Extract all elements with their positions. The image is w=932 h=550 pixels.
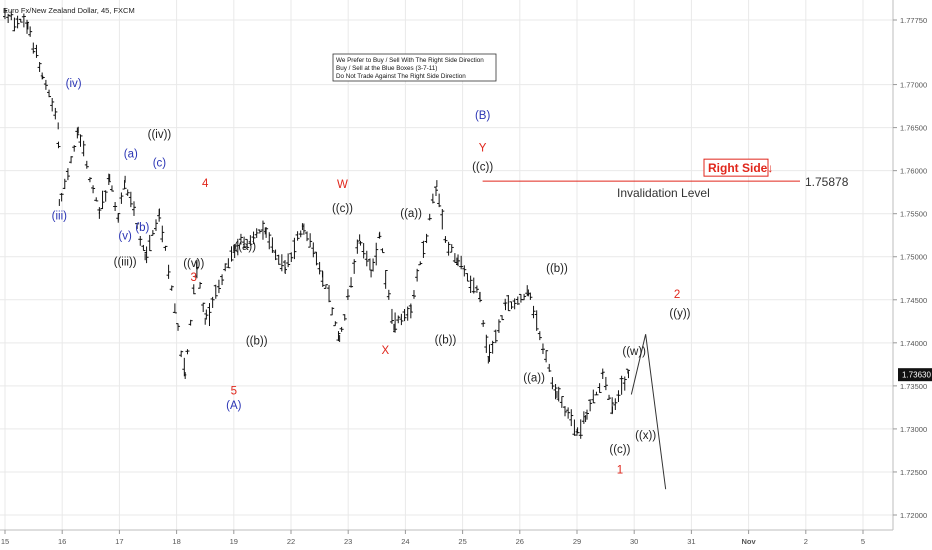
time-tick-label: 16	[58, 537, 66, 546]
wave-label: ((y))	[669, 308, 690, 320]
time-tick-label: 29	[573, 537, 581, 546]
time-tick-label: 26	[516, 537, 524, 546]
time-tick-label: 15	[1, 537, 9, 546]
time-tick-label: 23	[344, 537, 352, 546]
chart-title: Euro Fx/New Zealand Dollar, 45, FXCM	[3, 6, 135, 15]
note-line-2: Buy / Sell at the Blue Boxes (3-7-11)	[336, 65, 437, 72]
wave-label: (c)	[153, 157, 167, 169]
projection-path	[630, 334, 667, 490]
time-tick-label: 5	[861, 537, 865, 546]
time-tick-label: 2	[804, 537, 808, 546]
wave-label: ((iv))	[148, 129, 172, 141]
wave-label: ((c))	[472, 162, 493, 174]
price-bars	[3, 8, 630, 439]
wave-label: W	[337, 179, 348, 191]
wave-label: 2	[674, 289, 680, 301]
wave-label: ((a))	[234, 241, 256, 253]
chart-grid	[0, 0, 893, 530]
last-price-marker: 1.73630	[898, 368, 932, 382]
price-tick-label: 1.76000	[900, 167, 927, 176]
note-line-1: We Prefer to Buy / Sell With The Right S…	[336, 57, 484, 64]
wave-label: 1	[617, 465, 623, 477]
wave-label: 4	[202, 178, 209, 190]
note-box: We Prefer to Buy / Sell With The Right S…	[332, 53, 497, 82]
time-axis: 15 16 17 18 19 22 23 24 25 26 29 30 31 Nov 2 5	[0, 529, 893, 546]
price-tick-label: 1.76500	[900, 124, 927, 133]
wave-label: ((b))	[435, 335, 457, 347]
invalidation-value: 1.75878	[805, 175, 849, 189]
wave-label: ((iii))	[114, 256, 137, 268]
wave-label: (a)	[124, 149, 138, 161]
price-tick-label: 1.77000	[900, 81, 927, 90]
wave-label: 3	[191, 272, 197, 284]
wave-label: (B)	[475, 110, 491, 122]
wave-label: (iv)	[66, 78, 82, 90]
price-tick-label: 1.77750	[900, 16, 927, 25]
price-tick-label: 1.75500	[900, 210, 927, 219]
wave-label: ((c))	[332, 203, 353, 215]
time-tick-label: 18	[172, 537, 180, 546]
invalidation-label: Invalidation Level	[617, 186, 710, 200]
note-box-frame	[332, 53, 497, 82]
price-tick-label: 1.75000	[900, 253, 927, 262]
wave-label: X	[382, 345, 390, 357]
time-tick-label: 22	[287, 537, 295, 546]
wave-label: ((a))	[523, 373, 545, 385]
right-side-label: Right Side↓	[708, 161, 773, 175]
last-price-box	[898, 368, 932, 382]
wave-label: (A)	[226, 400, 242, 412]
time-tick-label: 25	[458, 537, 466, 546]
time-tick-label: 30	[630, 537, 638, 546]
price-tick-label: 1.72500	[900, 468, 927, 477]
price-tick-label: 1.73000	[900, 425, 927, 434]
time-tick-label: 24	[401, 537, 409, 546]
wave-label: ((c))	[609, 444, 630, 456]
wave-label: Y	[479, 143, 487, 155]
wave-label: ((b))	[546, 263, 568, 275]
price-tick-label: 1.72000	[900, 511, 927, 520]
time-tick-label: 31	[687, 537, 695, 546]
last-price-label: 1.73630	[902, 371, 931, 380]
price-axis: 1.77750 1.77000 1.76500 1.76000 1.75500 1.750…	[892, 0, 927, 530]
time-tick-label: 19	[230, 537, 238, 546]
wave-label: (iii)	[52, 211, 67, 223]
note-line-3: Do Not Trade Against The Right Side Dire…	[336, 73, 466, 80]
right-side-box	[703, 158, 769, 177]
price-tick-label: 1.74500	[900, 296, 927, 305]
price-tick-label: 1.73500	[900, 382, 927, 391]
wave-labels: (iv) (iii) (a) (c) ((iv)) (v)(b) ((iii)) ((v)) 3…	[52, 78, 691, 477]
wave-label: ((a))	[400, 208, 422, 220]
projection-line	[630, 334, 667, 490]
wave-label: ((w))	[622, 346, 646, 358]
price-tick-label: 1.74000	[900, 339, 927, 348]
invalidation-level: Right Side↓ Invalidation Level 1.75878	[482, 158, 849, 200]
wave-label: 5	[231, 385, 237, 397]
wave-label: ((x))	[635, 430, 656, 442]
wave-label: (v)	[118, 231, 132, 243]
wave-label: (b)	[135, 222, 149, 234]
time-tick-label: 17	[115, 537, 123, 546]
wave-label: ((v))	[183, 258, 204, 270]
time-tick-label: Nov	[742, 537, 757, 546]
wave-label: ((b))	[246, 336, 268, 348]
